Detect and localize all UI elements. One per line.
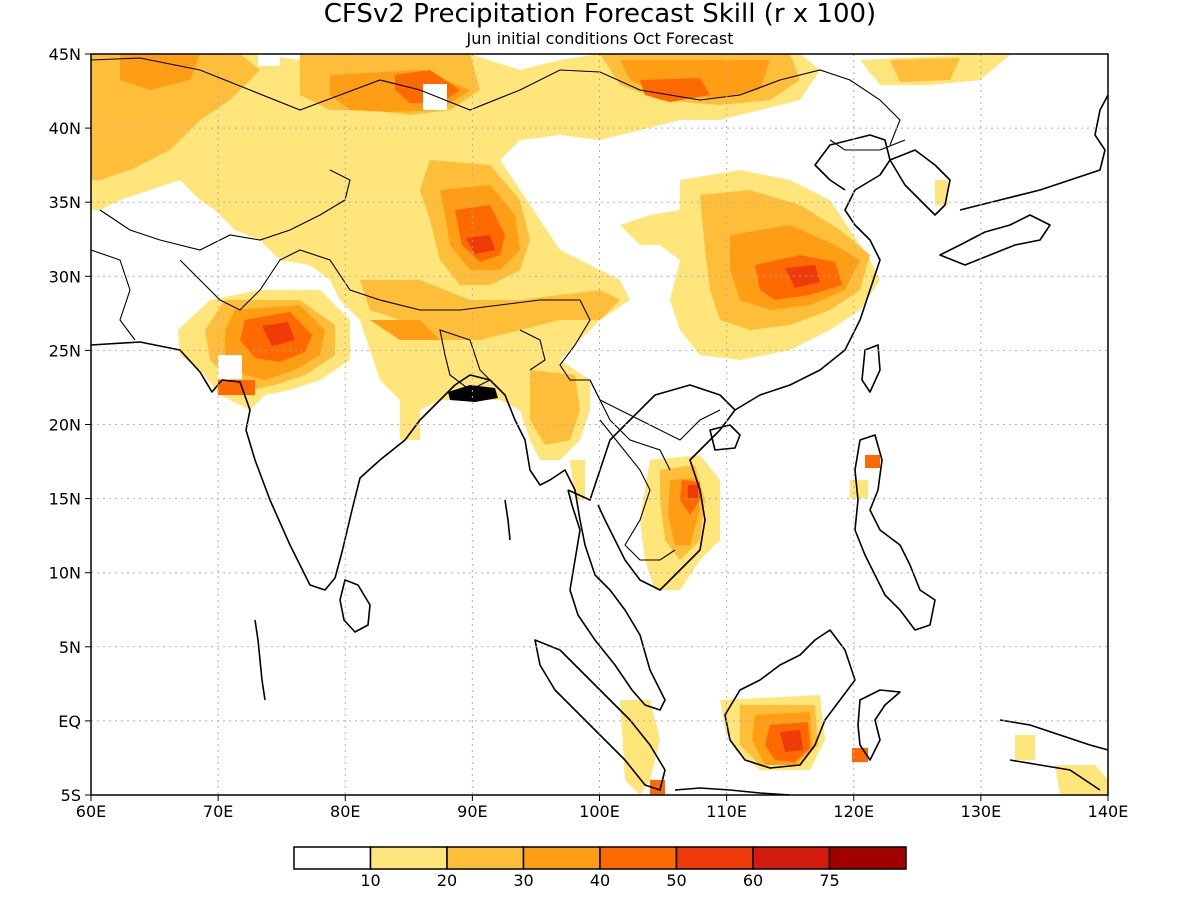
lat-tick-label: EQ [58, 712, 81, 731]
lon-tick-label: 80E [330, 802, 360, 821]
legend-label: 10 [360, 871, 380, 890]
legend-label: 75 [819, 871, 839, 890]
lon-tick-label: 130E [961, 802, 1002, 821]
legend-swatch [828, 846, 907, 870]
shade-level-60 [262, 235, 820, 752]
color-legend: 10 20 30 40 50 60 75 [293, 846, 907, 890]
latitude-labels: 45N 40N 35N 30N 25N 20N 15N 10N 5N EQ 5S [49, 45, 81, 805]
legend-swatch [369, 846, 448, 870]
ganges-delta [448, 385, 498, 402]
lat-tick-label: 35N [49, 193, 81, 212]
legend-label: 20 [437, 871, 457, 890]
legend-label: 30 [513, 871, 533, 890]
coastlines [91, 94, 1108, 795]
map-subtitle: Jun initial conditions Oct Forecast [465, 29, 733, 48]
lat-tick-label: 45N [49, 45, 81, 64]
lat-tick-label: 10N [49, 564, 81, 583]
legend-swatch [675, 846, 754, 870]
legend-swatch [599, 846, 678, 870]
legend-swatch [522, 846, 601, 870]
lat-tick-label: 20N [49, 416, 81, 435]
lat-tick-label: 25N [49, 341, 81, 360]
lon-tick-label: 140E [1088, 802, 1129, 821]
lat-tick-label: 5N [59, 638, 81, 657]
lon-tick-label: 120E [833, 802, 874, 821]
legend-swatch [446, 846, 525, 870]
legend-label: 50 [666, 871, 686, 890]
legend-label: 60 [743, 871, 763, 890]
longitude-labels: 60E 70E 80E 90E 100E 110E 120E 130E 140E [76, 802, 1129, 821]
gridlines [91, 54, 1108, 795]
country-borders [91, 57, 906, 561]
legend-label: 40 [590, 871, 610, 890]
lat-tick-label: 5S [61, 786, 81, 805]
legend-swatch [752, 846, 831, 870]
map-title: CFSv2 Precipitation Forecast Skill (r x … [324, 0, 876, 29]
lon-tick-label: 60E [76, 802, 106, 821]
missing-cells [218, 54, 614, 379]
lon-tick-label: 100E [579, 802, 620, 821]
lat-tick-label: 15N [49, 490, 81, 509]
lat-tick-label: 30N [49, 267, 81, 286]
lat-tick-label: 40N [49, 119, 81, 138]
plot-area [91, 54, 1108, 795]
lon-tick-label: 110E [706, 802, 747, 821]
lon-tick-label: 90E [457, 802, 487, 821]
axis-ticks [85, 53, 1109, 801]
legend-swatch [293, 846, 372, 870]
lon-tick-label: 70E [203, 802, 233, 821]
